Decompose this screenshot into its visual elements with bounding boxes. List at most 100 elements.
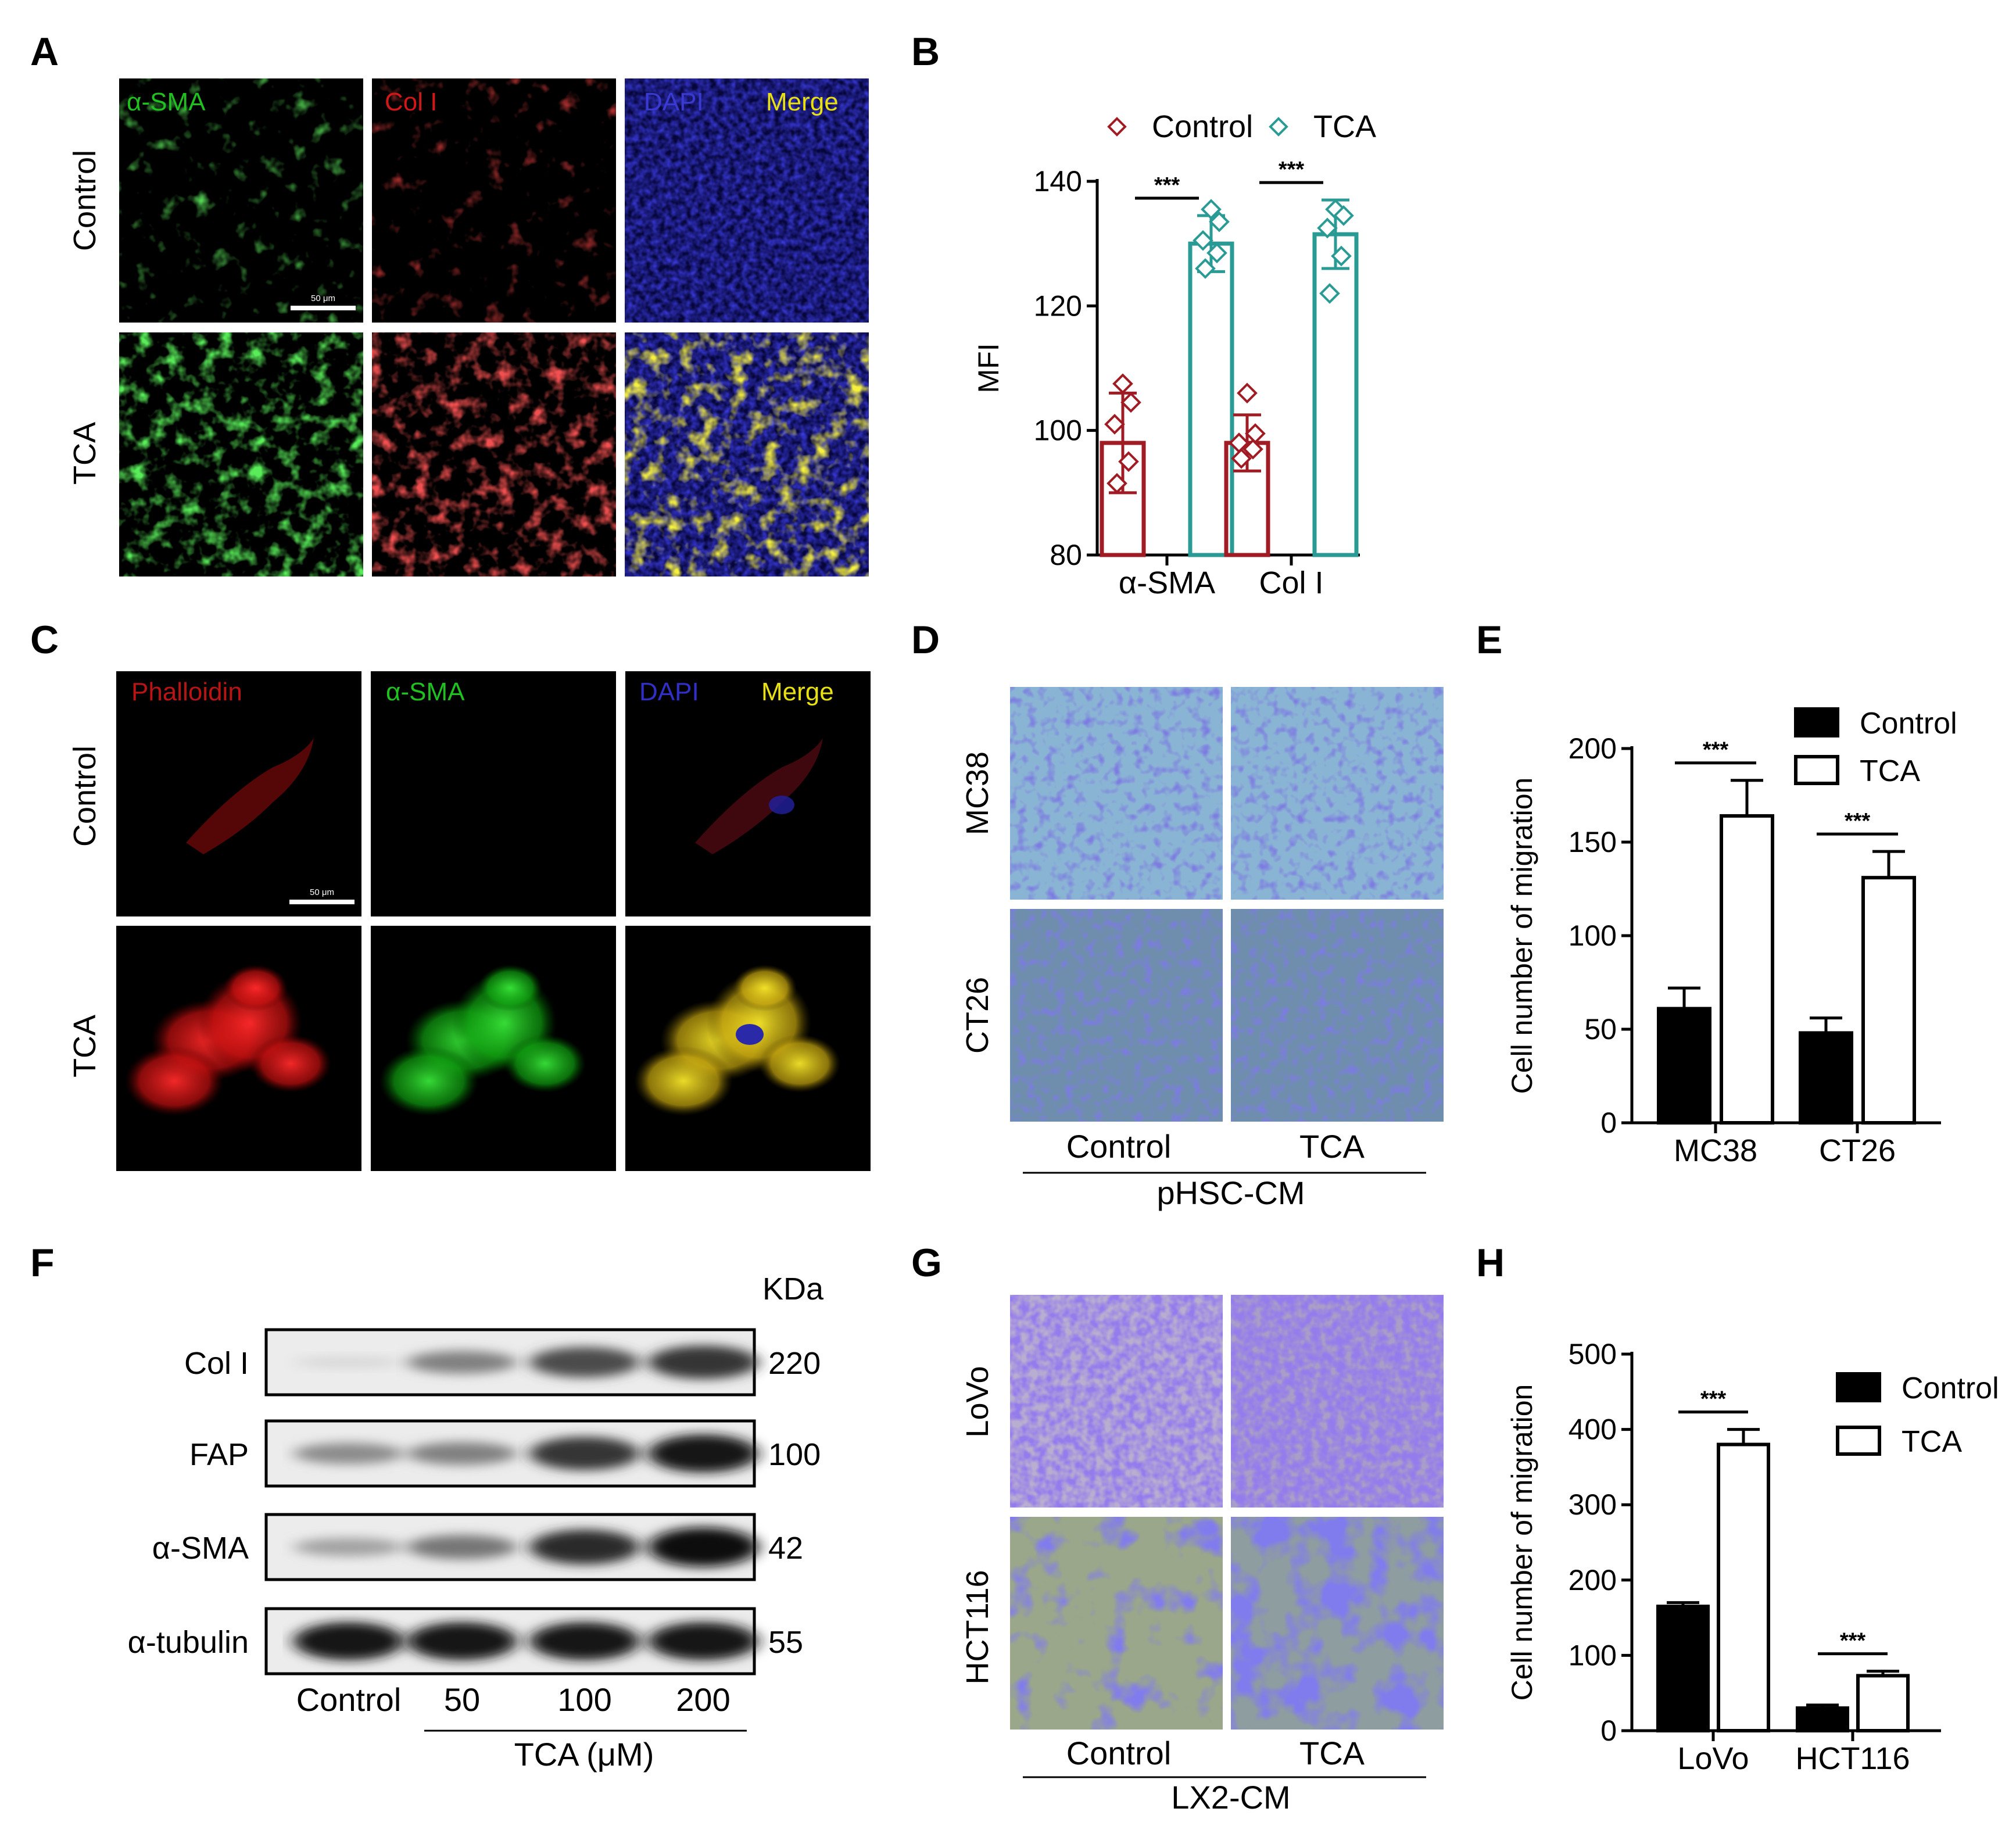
panel-a-image-control-asma bbox=[119, 78, 363, 323]
blot-label-3: α-tubulin bbox=[128, 1625, 249, 1660]
panel-h-category-label: LoVo bbox=[1677, 1741, 1749, 1776]
panel-h-legend-swatch bbox=[1836, 1426, 1881, 1456]
panel-d-row-label-mc38: MC38 bbox=[960, 751, 995, 835]
panel-b-data-point bbox=[1245, 423, 1266, 444]
panel-e-category-label: MC38 bbox=[1674, 1133, 1757, 1168]
panel-h-legend-swatch bbox=[1836, 1372, 1881, 1402]
panel-b-legend-marker bbox=[1269, 117, 1288, 137]
panel-b-data-point bbox=[1201, 199, 1222, 220]
panel-b-data-point bbox=[1331, 245, 1352, 267]
panel-b-data-point bbox=[1120, 392, 1141, 413]
panel-b-data-point bbox=[1209, 211, 1230, 232]
panel-c-label-asma: α-SMA bbox=[386, 678, 465, 706]
panel-d-column-label-tca: TCA bbox=[1299, 1128, 1365, 1165]
panel-g-image-lovo-control bbox=[1010, 1295, 1223, 1508]
panel-b-data-point bbox=[1237, 382, 1258, 404]
panel-b-data-point bbox=[1333, 205, 1354, 226]
panel-e-bar bbox=[1720, 814, 1774, 1125]
panel-b-significance-label: *** bbox=[1154, 173, 1180, 198]
panel-a-image-tca-merge bbox=[625, 332, 869, 577]
blot-kda-0: 220 bbox=[768, 1346, 821, 1381]
panel-g-group-label: LX2-CM bbox=[1171, 1779, 1290, 1816]
panel-c-cell-control-merge bbox=[695, 738, 823, 854]
panel-c-cell-tca-green bbox=[379, 965, 586, 1116]
panel-b-y-axis-label: MFI bbox=[972, 343, 1005, 393]
panel-h-legend-label: Control bbox=[1902, 1372, 1999, 1405]
panel-g-image-hct116-control bbox=[1010, 1517, 1223, 1730]
blot-band-1-2 bbox=[529, 1437, 640, 1470]
blot-band-0-0 bbox=[293, 1356, 404, 1368]
panel-e-legend-swatch bbox=[1794, 707, 1839, 737]
panel-b-y-tick-label: 100 bbox=[1034, 414, 1082, 447]
panel-b-data-point bbox=[1319, 283, 1340, 304]
panel-h-y-tick-label: 0 bbox=[1600, 1714, 1617, 1747]
panel-c-scale-bar-label: 50 μm bbox=[310, 887, 334, 897]
blot-band-0-1 bbox=[407, 1351, 517, 1374]
panel-d-column-label-control: Control bbox=[1066, 1128, 1172, 1165]
panel-h-y-axis-label: Cell number of migration bbox=[1506, 1384, 1538, 1701]
panel-b-y-tick-label: 80 bbox=[1050, 539, 1082, 571]
panel-a-label-dapi: DAPI bbox=[644, 88, 704, 116]
panel-e-y-tick-label: 100 bbox=[1569, 919, 1617, 952]
panel-c-micrographs: Control TCA bbox=[67, 671, 871, 1171]
panel-c-label-dapi: DAPI bbox=[639, 678, 699, 706]
panel-c-image-control-asma bbox=[371, 671, 616, 916]
panel-d-transwell: MC38 CT26 Control TCA pHSC-CM bbox=[960, 687, 1444, 1211]
panel-e-legend-label: TCA bbox=[1860, 754, 1920, 788]
blot-label-0: Col I bbox=[184, 1346, 249, 1381]
panel-g-column-label-tca: TCA bbox=[1299, 1735, 1365, 1771]
panel-f-lane-label-100: 100 bbox=[557, 1681, 611, 1718]
panel-d-image-mc38-tca bbox=[1231, 687, 1444, 900]
panel-e-y-tick-label: 0 bbox=[1600, 1107, 1617, 1139]
panel-h-bar bbox=[1856, 1674, 1910, 1733]
panel-a-row-label-tca: TCA bbox=[67, 422, 102, 485]
panel-d-group-label: pHSC-CM bbox=[1156, 1175, 1305, 1211]
panel-e-category-label: CT26 bbox=[1819, 1133, 1896, 1168]
panel-d-image-ct26-tca bbox=[1231, 909, 1444, 1122]
blot-band-1-0 bbox=[293, 1442, 404, 1465]
panel-e-bar bbox=[1861, 876, 1916, 1125]
panel-a-image-tca-asma bbox=[119, 332, 363, 577]
panel-b-y-tick-label: 140 bbox=[1034, 165, 1082, 198]
panel-e-significance-label: *** bbox=[1703, 738, 1729, 762]
panel-a-micrographs: Control TCA α-SMA Co bbox=[67, 78, 869, 577]
panel-g-image-hct116-tca bbox=[1231, 1517, 1444, 1730]
panel-a-image-tca-col1 bbox=[372, 332, 616, 577]
blot-kda-3: 55 bbox=[768, 1625, 803, 1660]
blot-band-1-1 bbox=[407, 1442, 517, 1465]
panel-h-legend-label: TCA bbox=[1902, 1425, 1962, 1459]
panel-c-cell-tca-red bbox=[125, 965, 331, 1116]
panel-a-label-merge: Merge bbox=[766, 88, 839, 116]
panel-b-legend-marker bbox=[1107, 117, 1127, 137]
panel-f-lane-label-200: 200 bbox=[676, 1681, 730, 1718]
panel-b-legend-label: Control bbox=[1152, 109, 1253, 144]
panel-c-nucleus-control bbox=[769, 796, 794, 814]
panel-b-data-point bbox=[1195, 258, 1216, 279]
panel-letter-a: A bbox=[30, 30, 59, 74]
panel-d-image-ct26-control bbox=[1010, 909, 1223, 1122]
blot-band-2-1 bbox=[407, 1535, 517, 1559]
panel-a-label-col1: Col I bbox=[385, 88, 437, 116]
panel-g-row-label-lovo: LoVo bbox=[960, 1366, 995, 1437]
panel-f-group-label: TCA (μM) bbox=[514, 1736, 654, 1773]
blot-band-2-0 bbox=[293, 1538, 404, 1556]
panel-e-y-axis-label: Cell number of migration bbox=[1506, 778, 1538, 1094]
blot-kda-1: 100 bbox=[768, 1437, 821, 1472]
panel-e-y-tick-label: 200 bbox=[1569, 732, 1617, 765]
panel-b-data-point bbox=[1206, 242, 1227, 264]
blot-band-3-2 bbox=[529, 1622, 640, 1660]
panel-b-data-point bbox=[1242, 438, 1263, 460]
blot-band-3-3 bbox=[648, 1622, 758, 1660]
blot-band-2-3 bbox=[648, 1527, 758, 1567]
panel-f-unit-header: KDa bbox=[762, 1272, 824, 1306]
panel-letter-h: H bbox=[1476, 1241, 1505, 1285]
panel-b-significance-label: *** bbox=[1279, 157, 1305, 182]
panel-b-category-label: α-SMA bbox=[1119, 565, 1215, 600]
blot-band-2-2 bbox=[529, 1529, 640, 1565]
panel-c-row-label-tca: TCA bbox=[67, 1015, 102, 1077]
panel-letters: A B C D E F G H bbox=[30, 30, 1505, 1285]
panel-b-data-point bbox=[1118, 451, 1139, 472]
panel-c-label-phalloidin: Phalloidin bbox=[131, 678, 242, 706]
panel-a-scale-bar-label: 50 μm bbox=[311, 293, 335, 303]
